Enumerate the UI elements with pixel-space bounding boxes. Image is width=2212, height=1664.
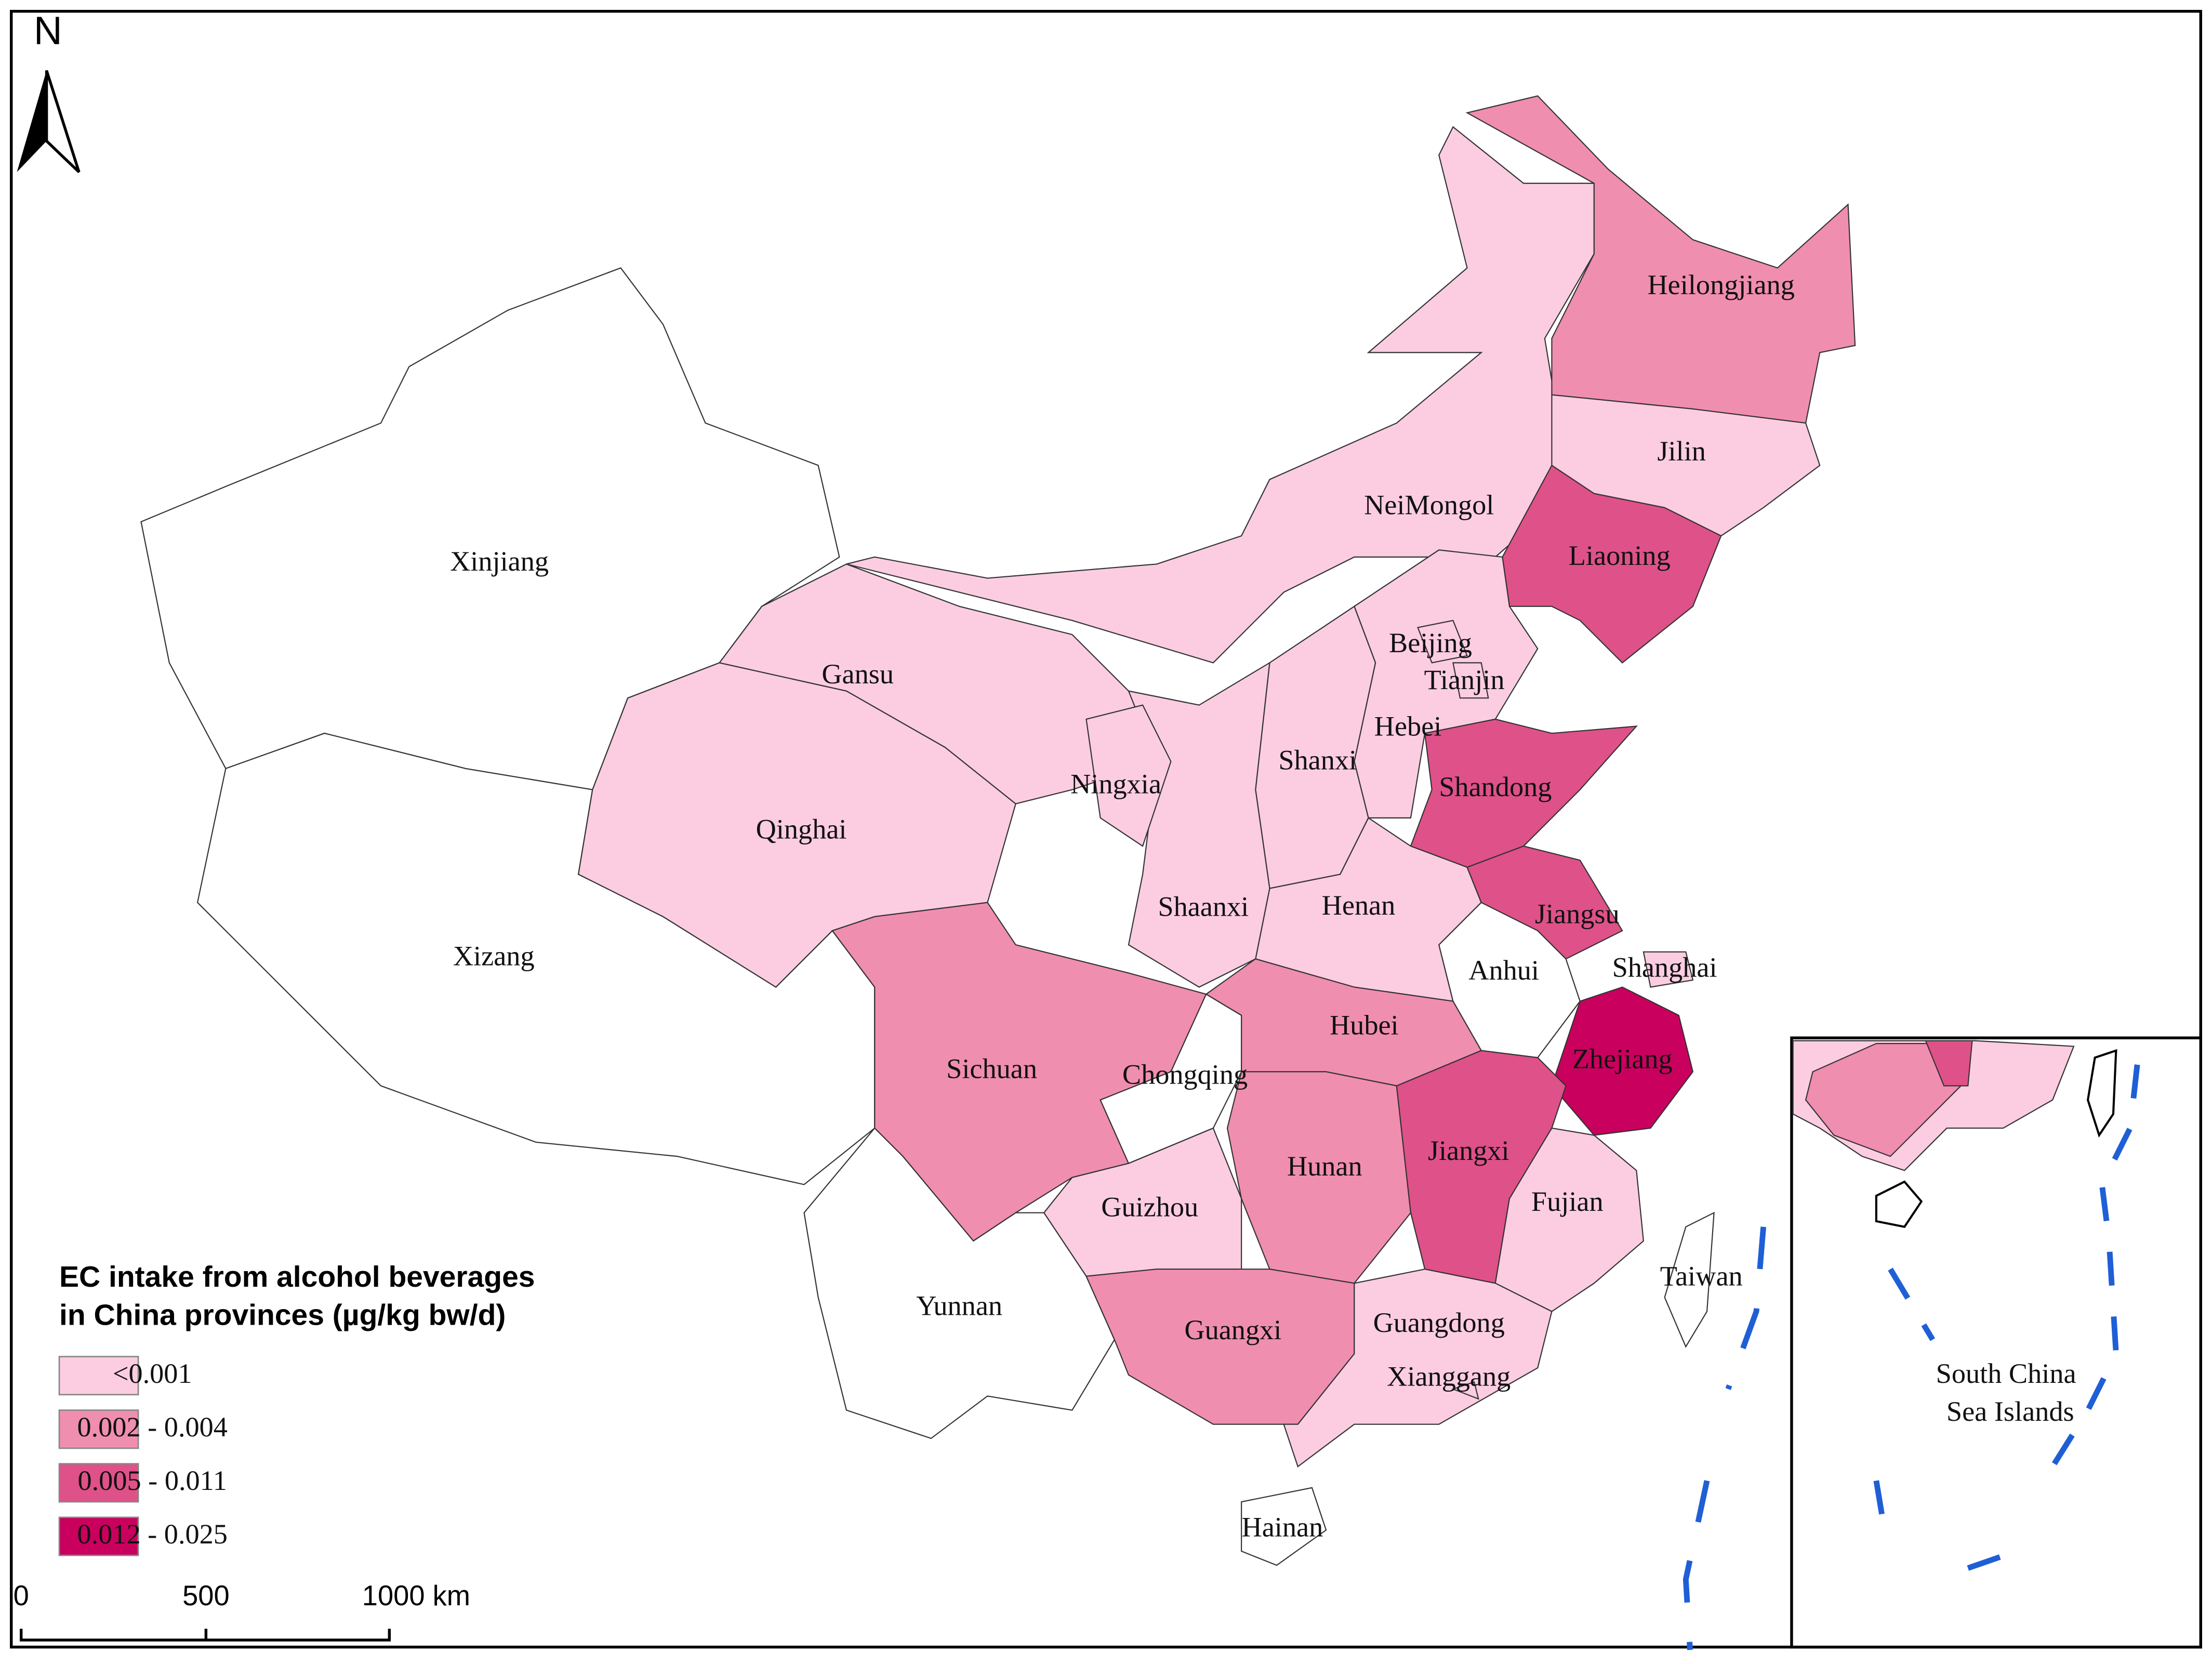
province-labels: Xinjiang Xizang Qinghai Gansu NeiMongol Heilo… <box>450 269 1795 1543</box>
province-label: Chongqing <box>1122 1059 1248 1090</box>
province-label: Jiangsu <box>1535 898 1620 929</box>
province-label: Jilin <box>1657 435 1706 467</box>
legend-swatch <box>58 1516 139 1556</box>
province-label: Shandong <box>1439 771 1552 802</box>
province-label: Hunan <box>1287 1151 1362 1182</box>
province-label: Xizang <box>453 941 535 972</box>
dash <box>1873 1480 1886 1524</box>
province-label: Taiwan <box>1660 1261 1743 1292</box>
legend-title: EC intake from alcohol beverages <box>59 1260 535 1293</box>
legend-title: in China provinces (µg/kg bw/d) <box>59 1299 506 1332</box>
province-label: Henan <box>1322 890 1396 921</box>
inset-label: South China <box>1936 1358 2076 1389</box>
province-label: Hebei <box>1374 710 1442 742</box>
province <box>1283 1269 1553 1468</box>
province <box>1643 951 1694 988</box>
province-label: Anhui <box>1468 955 1539 986</box>
province-label: NeiMongol <box>1364 489 1494 520</box>
inset-taiwan <box>2086 1049 2117 1138</box>
province-label: Gansu <box>822 658 894 690</box>
legend-label: 0.002 - 0.004 <box>77 1411 227 1443</box>
province <box>1452 662 1489 699</box>
province <box>846 126 1595 664</box>
province <box>1551 986 1694 1136</box>
province <box>1417 619 1468 664</box>
scale-label: 0 <box>14 1580 29 1612</box>
province <box>1465 95 1856 424</box>
province-label: Shanxi <box>1278 744 1357 775</box>
scale-bar: 0 500 1000 km <box>14 1580 470 1642</box>
province-label: Beijing <box>1389 627 1472 658</box>
inset: South China Sea Islands <box>1790 1036 2202 1649</box>
province-label: Qinghai <box>756 813 847 844</box>
province <box>1664 1211 1715 1348</box>
province-label: Sichuan <box>946 1053 1037 1085</box>
inset-dash-line <box>1873 1064 2140 1571</box>
scale-label: 500 <box>182 1580 230 1612</box>
arrow-right <box>45 70 81 174</box>
inset-jiangxi <box>1925 1040 1973 1087</box>
dash <box>1967 1554 2002 1571</box>
province-label: Guangdong <box>1373 1307 1505 1338</box>
dash <box>1683 1480 1710 1650</box>
province-label: Hainan <box>1241 1512 1323 1543</box>
inset-label: Sea Islands <box>1946 1396 2074 1427</box>
nine-dash-line <box>1683 1226 1767 1650</box>
legend-label: 0.005 - 0.011 <box>77 1465 227 1496</box>
dash <box>1888 1267 1936 1341</box>
legend-swatch <box>58 1409 139 1449</box>
inset-guangxi <box>1805 1042 1969 1157</box>
province <box>1085 704 1172 847</box>
province-label: Guangxi <box>1184 1314 1281 1345</box>
province-label: Liaoning <box>1569 540 1671 571</box>
north-label: N <box>34 9 62 53</box>
province-label: Xianggang <box>1387 1361 1511 1392</box>
province-label: Zhejiang <box>1572 1044 1673 1075</box>
province-label: Shanghai <box>1612 952 1717 983</box>
dash <box>1725 1226 1767 1390</box>
legend-swatch <box>58 1356 139 1396</box>
province-label: Guizhou <box>1101 1192 1198 1223</box>
legend: EC intake from alcohol beverages in Chin… <box>58 1260 535 1556</box>
province <box>1410 718 1638 868</box>
province-label: Xinjiang <box>450 546 549 577</box>
province-label: Jiangxi <box>1428 1135 1509 1166</box>
province-label: Fujian <box>1531 1186 1604 1217</box>
province-label: Yunnan <box>916 1290 1002 1322</box>
province-label: Tianjin <box>1424 664 1505 695</box>
province <box>1241 1487 1327 1566</box>
province-label: Hubei <box>1330 1010 1399 1041</box>
province-label: Ningxia <box>1070 769 1161 800</box>
province <box>803 1127 1116 1440</box>
province-label: Heilongjiang <box>1647 269 1794 300</box>
legend-label: <0.001 <box>113 1358 192 1389</box>
province <box>1451 1381 1479 1400</box>
province-label: Shaanxi <box>1158 891 1249 922</box>
inset-hainan <box>1875 1180 1923 1229</box>
legend-label: 0.012 - 0.025 <box>77 1518 227 1550</box>
provinces <box>140 95 1856 1566</box>
scale-label: 1000 km <box>362 1580 470 1612</box>
legend-swatch <box>58 1463 139 1503</box>
